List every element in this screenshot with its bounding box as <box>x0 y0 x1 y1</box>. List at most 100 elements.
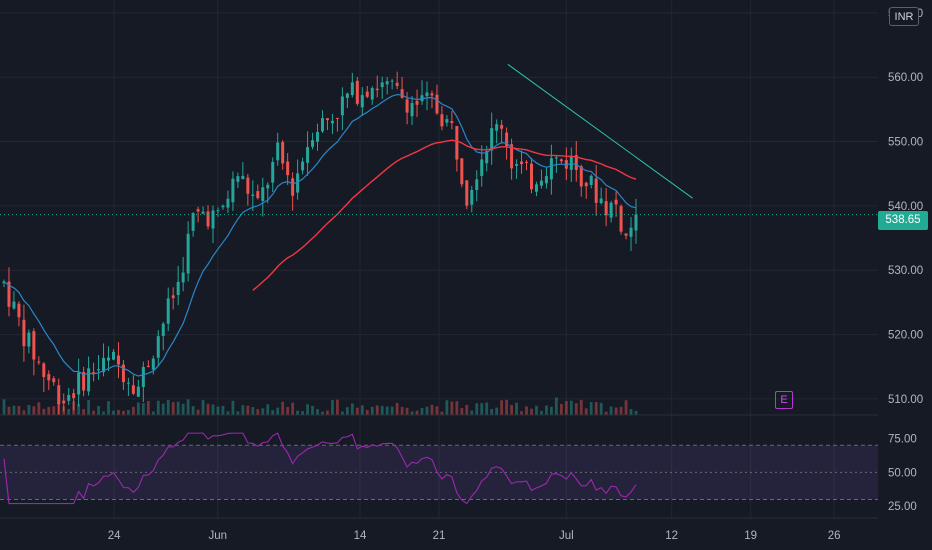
candle-body <box>2 281 6 284</box>
candle-body <box>121 364 125 383</box>
volume-bar <box>127 410 130 415</box>
volume-bar <box>331 400 334 415</box>
candle-body <box>380 82 384 88</box>
candle-body <box>236 176 240 182</box>
volume-bar <box>545 405 548 415</box>
candle-body <box>574 155 578 170</box>
candle-body <box>529 163 533 190</box>
last-price-label: 538.65 <box>878 211 928 230</box>
volume-bar <box>221 405 225 415</box>
candle-body <box>116 355 120 365</box>
rsi-axis[interactable]: 25.00 50.00 75.00 <box>888 434 917 514</box>
candle-body <box>221 205 225 208</box>
candle-body <box>251 194 255 196</box>
ema-fast-line <box>3 93 637 377</box>
candle-body <box>316 132 320 142</box>
candle-body <box>102 357 106 373</box>
price-tick-label: 560.00 <box>888 72 923 84</box>
currency-badge[interactable]: INR <box>889 7 919 26</box>
volume-bar <box>67 408 71 415</box>
candles <box>2 71 638 416</box>
volume-bar <box>52 406 56 415</box>
volume-bar <box>430 404 434 415</box>
volume-bar <box>550 406 553 415</box>
candle-body <box>390 80 394 82</box>
candle-body <box>37 361 41 363</box>
volume-bar <box>276 407 280 415</box>
volume-bar <box>589 402 593 415</box>
volume-bar <box>186 399 190 415</box>
candle-body <box>22 319 26 347</box>
volume-bar <box>102 411 105 415</box>
candle-body <box>216 210 220 212</box>
volume-bar <box>415 410 419 415</box>
candle-body <box>475 179 479 190</box>
volume-bar <box>554 397 558 415</box>
time-tick-label: 14 <box>354 530 367 542</box>
candle-body <box>584 182 588 187</box>
earnings-event-marker[interactable]: E <box>775 391 793 409</box>
candle-body <box>107 357 111 361</box>
volume-bar <box>326 410 329 415</box>
candle-body <box>455 126 459 160</box>
candle-body <box>579 166 583 187</box>
volume-bar <box>281 401 285 415</box>
candle-body <box>72 393 76 399</box>
candle-body <box>62 400 66 404</box>
volume-bar <box>22 410 26 415</box>
trendline[interactable] <box>507 63 693 199</box>
time-axis[interactable]: 24 Jun 14 21 Jul 12 19 26 <box>108 530 841 542</box>
price-tick-label: 550.00 <box>888 137 923 149</box>
volume-bar <box>390 406 394 415</box>
candle-body <box>261 187 265 201</box>
candle-body <box>306 147 310 163</box>
volume-bar <box>440 411 444 415</box>
volume-bar <box>535 405 538 415</box>
candle-body <box>151 358 155 370</box>
volume-bar <box>634 410 638 415</box>
volume-bar <box>141 403 145 415</box>
time-tick-label: 24 <box>108 530 121 542</box>
volume-bar <box>32 406 36 415</box>
volume-bar <box>345 407 349 415</box>
candle-body <box>614 199 618 205</box>
volume-bar <box>520 411 523 415</box>
candle-body <box>430 93 434 96</box>
candle-body <box>7 281 11 307</box>
ema-slow-line <box>252 139 637 291</box>
candle-body <box>624 233 628 236</box>
volume-bar <box>510 404 513 415</box>
candle-body <box>619 206 623 232</box>
time-tick-label: 21 <box>433 530 446 542</box>
candle-body <box>281 142 285 164</box>
volume-bar <box>365 409 369 415</box>
candle-body <box>97 369 101 371</box>
candle-body <box>549 158 553 180</box>
volume-bar <box>122 410 125 415</box>
volume-bar <box>131 406 135 415</box>
volume-bar <box>599 402 603 415</box>
candle-body <box>350 82 354 96</box>
volume-bar <box>564 401 568 415</box>
volume-bar <box>470 410 474 415</box>
candle-body <box>559 159 563 162</box>
price-tick-label: 530.00 <box>888 265 923 277</box>
volume-bar <box>360 405 364 415</box>
candle-body <box>445 119 449 123</box>
candle-body <box>146 365 150 367</box>
volume-bar <box>311 405 314 415</box>
candle-body <box>604 201 608 216</box>
candle-body <box>126 382 130 384</box>
volume-bar <box>400 406 404 415</box>
volume-bar <box>420 408 424 415</box>
candle-body <box>375 88 379 91</box>
volume-bar <box>206 403 210 415</box>
candle-body <box>291 178 295 196</box>
volume-bar <box>515 402 518 415</box>
candle-body <box>450 121 454 123</box>
candle-body <box>67 395 71 401</box>
volume-bar <box>261 408 265 415</box>
volume-bar <box>211 404 215 415</box>
volume-bar <box>181 403 185 415</box>
